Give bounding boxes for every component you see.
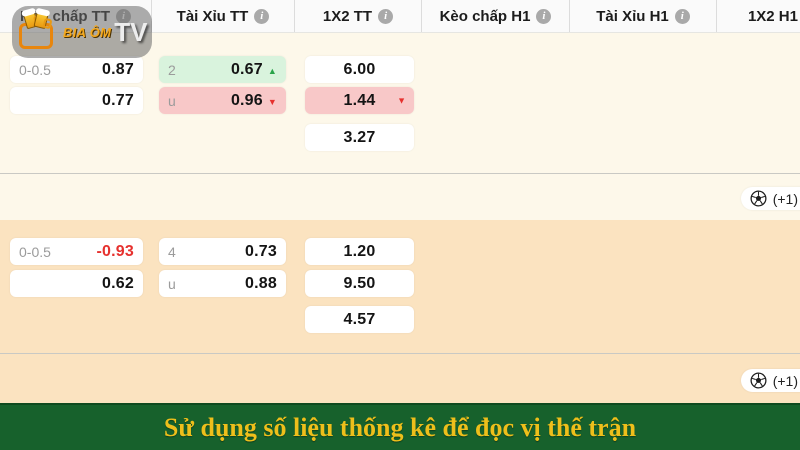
over-under-line-label: 4 bbox=[168, 243, 176, 260]
over-under-line-label: 2 bbox=[168, 61, 176, 78]
handicap-line-label: 0-0.5 bbox=[19, 61, 51, 78]
handicap-line-label: 0-0.5 bbox=[19, 243, 51, 260]
odds-cell-draw[interactable]: 4.57 bbox=[305, 306, 414, 333]
column-header-label: 1X2 H1 bbox=[747, 7, 798, 25]
odds-value: 0.88 bbox=[245, 274, 277, 292]
odds-header: Kèo chấp TT Tài Xỉu TT 1X2 TT Kèo chấp H… bbox=[0, 0, 800, 33]
info-icon[interactable] bbox=[254, 8, 270, 24]
column-header-1x2-h1: 1X2 H1 bbox=[717, 0, 800, 32]
odds-cell-over[interactable]: 2 0.67 ▲ bbox=[159, 56, 286, 83]
odds-value: 1.44 bbox=[343, 91, 376, 109]
odds-value: 0.96 ▼ bbox=[230, 91, 277, 109]
more-bookmakers-count: (+1) bbox=[772, 190, 798, 207]
odds-block-second: 0-0.5 -0.93 0.62 4 0.73 u 0.88 1.20 9 bbox=[0, 220, 800, 353]
column-header-tai-xiu-h1: Tài Xỉu H1 bbox=[570, 0, 717, 32]
odds-value: 0.62 bbox=[102, 274, 134, 292]
trend-down-icon: ▼ bbox=[267, 96, 277, 107]
bottom-banner: Sử dụng số liệu thống kê để đọc vị thế t… bbox=[0, 403, 800, 450]
odds-value: 6.00 bbox=[343, 60, 376, 78]
info-icon[interactable] bbox=[674, 8, 690, 24]
column-header-label: 1X2 TT bbox=[322, 7, 373, 25]
odds-cell-home-win[interactable]: 1.20 bbox=[305, 238, 414, 265]
odds-cell-away-win[interactable]: 9.50 bbox=[305, 270, 414, 297]
odds-cell-home-win[interactable]: 6.00 bbox=[305, 56, 414, 83]
odds-cell-handicap-away[interactable]: 0.62 bbox=[10, 270, 143, 297]
over-under-line-label: u bbox=[168, 92, 176, 109]
soccer-ball-icon bbox=[750, 190, 767, 207]
column-header-tai-xiu-tt: Tài Xỉu TT bbox=[152, 0, 295, 32]
odds-value: 9.50 bbox=[343, 274, 376, 292]
trend-up-icon: ▲ bbox=[267, 65, 277, 76]
column-header-label: Tài Xỉu TT bbox=[176, 7, 249, 25]
one-x-two-column: 6.00 1.44 ▼ 3.27 bbox=[305, 56, 414, 151]
more-bookmakers-button[interactable]: (+1) bbox=[740, 187, 800, 210]
banner-text: Sử dụng số liệu thống kê để đọc vị thế t… bbox=[163, 412, 637, 442]
odds-cell-over[interactable]: 4 0.73 bbox=[159, 238, 286, 265]
odds-cell-handicap-home[interactable]: 0-0.5 0.87 bbox=[10, 56, 143, 83]
info-icon[interactable] bbox=[536, 8, 552, 24]
odds-value: 0.73 bbox=[245, 242, 277, 260]
column-header-keo-chap-h1: Kèo chấp H1 bbox=[422, 0, 570, 32]
info-icon[interactable] bbox=[378, 8, 394, 24]
column-header-1x2-tt: 1X2 TT bbox=[295, 0, 422, 32]
odds-cell-under[interactable]: u 0.96 ▼ bbox=[159, 87, 286, 114]
column-header-label: Tài Xỉu H1 bbox=[596, 7, 669, 25]
odds-cell-draw[interactable]: 3.27 bbox=[305, 124, 414, 151]
soccer-ball-icon bbox=[750, 372, 767, 389]
column-header-label: Kèo chấp H1 bbox=[439, 7, 531, 25]
handicap-column: 0-0.5 0.87 0.77 bbox=[10, 56, 143, 114]
odds-value: 0.67 ▲ bbox=[230, 60, 277, 78]
more-bookmakers-button[interactable]: (+1) bbox=[740, 369, 800, 392]
odds-value: 0.77 bbox=[102, 91, 134, 109]
odds-cell-under[interactable]: u 0.88 bbox=[159, 270, 286, 297]
more-odds-strip-full-time: (+1) bbox=[0, 173, 800, 220]
more-bookmakers-count: (+1) bbox=[772, 372, 798, 389]
info-icon[interactable] bbox=[116, 8, 131, 24]
over-under-line-label: u bbox=[168, 275, 176, 292]
more-odds-strip-second: (+1) bbox=[0, 353, 800, 403]
column-header-label: Kèo chấp TT bbox=[19, 7, 110, 25]
trend-down-icon: ▼ bbox=[397, 95, 406, 105]
column-header-keo-chap-tt: Kèo chấp TT bbox=[0, 0, 152, 32]
odds-value: 0.87 bbox=[102, 60, 134, 78]
odds-cell-handicap-away[interactable]: 0.77 bbox=[10, 87, 143, 114]
odds-value: 4.57 bbox=[343, 310, 376, 328]
odds-cell-handicap-home[interactable]: 0-0.5 -0.93 bbox=[10, 238, 143, 265]
over-under-column: 2 0.67 ▲ u 0.96 ▼ bbox=[159, 56, 286, 114]
odds-block-full-time: 0-0.5 0.87 0.77 2 0.67 ▲ u 0.96 ▼ 6.00 bbox=[0, 33, 800, 173]
odds-cell-away-win[interactable]: 1.44 ▼ bbox=[305, 87, 414, 114]
odds-value: -0.93 bbox=[96, 242, 134, 260]
odds-value: 1.20 bbox=[343, 242, 376, 260]
handicap-column: 0-0.5 -0.93 0.62 bbox=[10, 238, 143, 297]
odds-value: 3.27 bbox=[343, 128, 376, 146]
over-under-column: 4 0.73 u 0.88 bbox=[159, 238, 286, 297]
one-x-two-column: 1.20 9.50 4.57 bbox=[305, 238, 414, 333]
